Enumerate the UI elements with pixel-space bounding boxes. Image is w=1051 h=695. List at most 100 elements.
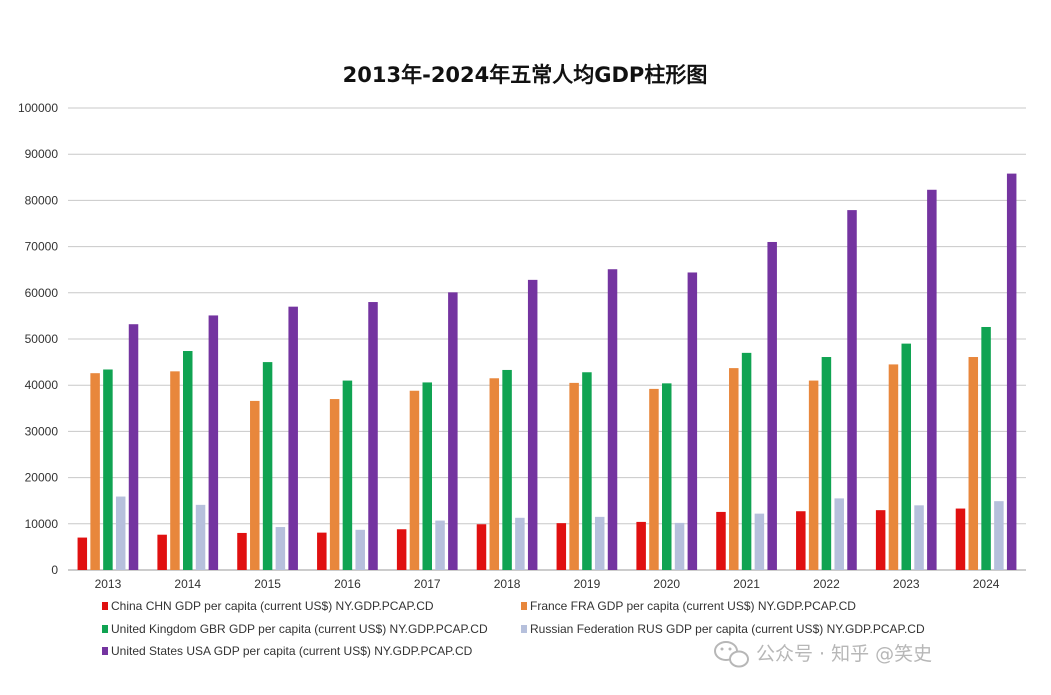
legend-label: China CHN GDP per capita (current US$) N… bbox=[111, 599, 434, 613]
bar bbox=[157, 534, 167, 570]
bar bbox=[237, 532, 247, 570]
bar bbox=[183, 351, 193, 570]
legend-swatch bbox=[102, 647, 108, 655]
legend-swatch bbox=[102, 625, 108, 633]
bar bbox=[435, 520, 445, 570]
y-tick-label: 70000 bbox=[25, 240, 59, 254]
x-tick-label: 2020 bbox=[653, 577, 680, 591]
x-tick-label: 2016 bbox=[334, 577, 361, 591]
bar bbox=[569, 382, 579, 570]
legend-label: United Kingdom GBR GDP per capita (curre… bbox=[111, 622, 488, 636]
x-tick-label: 2021 bbox=[733, 577, 760, 591]
bar bbox=[674, 522, 685, 570]
bar bbox=[607, 269, 618, 570]
bar bbox=[847, 210, 857, 571]
y-tick-label: 40000 bbox=[25, 378, 59, 392]
bar bbox=[170, 371, 180, 570]
bar bbox=[128, 324, 139, 570]
bar bbox=[208, 315, 219, 570]
bar bbox=[77, 537, 88, 570]
y-tick-label: 100000 bbox=[18, 101, 58, 115]
bar bbox=[716, 511, 726, 570]
bar bbox=[875, 510, 886, 570]
x-tick-label: 2018 bbox=[494, 577, 521, 591]
bar bbox=[527, 279, 538, 570]
y-tick-label: 60000 bbox=[25, 286, 59, 300]
bar bbox=[275, 527, 286, 570]
y-tick-label: 30000 bbox=[25, 424, 59, 438]
bar bbox=[396, 529, 407, 570]
bar bbox=[250, 400, 260, 570]
bar bbox=[955, 508, 966, 570]
bar bbox=[489, 378, 500, 570]
y-axis-ticks: 0 10000 20000 30000 40000 50000 60000 70000 8000… bbox=[18, 101, 58, 577]
bar bbox=[994, 501, 1004, 570]
bar bbox=[636, 521, 646, 570]
legend-swatch bbox=[521, 625, 527, 633]
bar bbox=[662, 383, 672, 570]
bar bbox=[288, 306, 298, 570]
bar bbox=[515, 517, 525, 570]
legend: China CHN GDP per capita (current US$) N… bbox=[102, 599, 925, 658]
bar bbox=[901, 343, 911, 570]
bar bbox=[262, 362, 273, 570]
bar bbox=[796, 511, 806, 570]
bar bbox=[582, 372, 592, 570]
bar bbox=[476, 524, 487, 570]
y-tick-label: 0 bbox=[51, 563, 58, 577]
bar bbox=[888, 364, 899, 570]
x-tick-label: 2013 bbox=[95, 577, 122, 591]
watermark: 公众号 · 知乎 @笑史 bbox=[714, 641, 932, 668]
x-tick-label: 2023 bbox=[893, 577, 920, 591]
bar bbox=[103, 369, 113, 570]
bar bbox=[821, 357, 832, 570]
x-tick-label: 2024 bbox=[973, 577, 1000, 591]
bar bbox=[729, 368, 739, 570]
legend-swatch bbox=[102, 602, 108, 610]
x-tick-label: 2017 bbox=[414, 577, 441, 591]
bar bbox=[409, 390, 420, 570]
bar bbox=[767, 241, 777, 571]
bar bbox=[342, 380, 353, 570]
bar bbox=[448, 292, 458, 570]
bar bbox=[556, 523, 567, 570]
x-tick-label: 2015 bbox=[254, 577, 281, 591]
bar bbox=[195, 504, 206, 570]
bar bbox=[968, 357, 979, 570]
bar bbox=[687, 272, 698, 570]
bar bbox=[368, 302, 378, 570]
y-tick-label: 20000 bbox=[25, 471, 59, 485]
chart-title: 2013年-2024年五常人均GDP柱形图 bbox=[343, 63, 708, 87]
bar bbox=[329, 399, 340, 570]
legend-label: United States USA GDP per capita (curren… bbox=[111, 644, 473, 658]
bar bbox=[649, 388, 659, 570]
y-tick-label: 90000 bbox=[25, 147, 59, 161]
wechat-icon bbox=[714, 641, 749, 668]
bar bbox=[741, 352, 752, 570]
bar bbox=[754, 513, 765, 570]
x-tick-label: 2014 bbox=[174, 577, 201, 591]
y-tick-label: 80000 bbox=[25, 193, 59, 207]
watermark-text: 公众号 · 知乎 @笑史 bbox=[756, 643, 932, 665]
legend-label: Russian Federation RUS GDP per capita (c… bbox=[530, 622, 925, 636]
bar bbox=[981, 326, 991, 570]
bar bbox=[808, 380, 819, 570]
bar bbox=[834, 498, 844, 570]
x-tick-label: 2022 bbox=[813, 577, 840, 591]
bar bbox=[914, 505, 924, 570]
x-tick-label: 2019 bbox=[574, 577, 601, 591]
bar bbox=[115, 496, 126, 570]
y-tick-label: 10000 bbox=[25, 517, 59, 531]
bar bbox=[594, 516, 605, 570]
bar bbox=[1006, 173, 1017, 570]
bar bbox=[90, 373, 100, 570]
bar bbox=[355, 529, 365, 570]
gridlines bbox=[68, 107, 1026, 571]
bar bbox=[317, 532, 327, 570]
y-tick-label: 50000 bbox=[25, 332, 59, 346]
bar bbox=[422, 382, 432, 570]
x-axis-ticks: 2013 2014 2015 2016 2017 2018 2019 2020 2021 2022… bbox=[95, 577, 1000, 591]
legend-swatch bbox=[521, 602, 527, 610]
legend-label: France FRA GDP per capita (current US$) … bbox=[530, 599, 856, 613]
